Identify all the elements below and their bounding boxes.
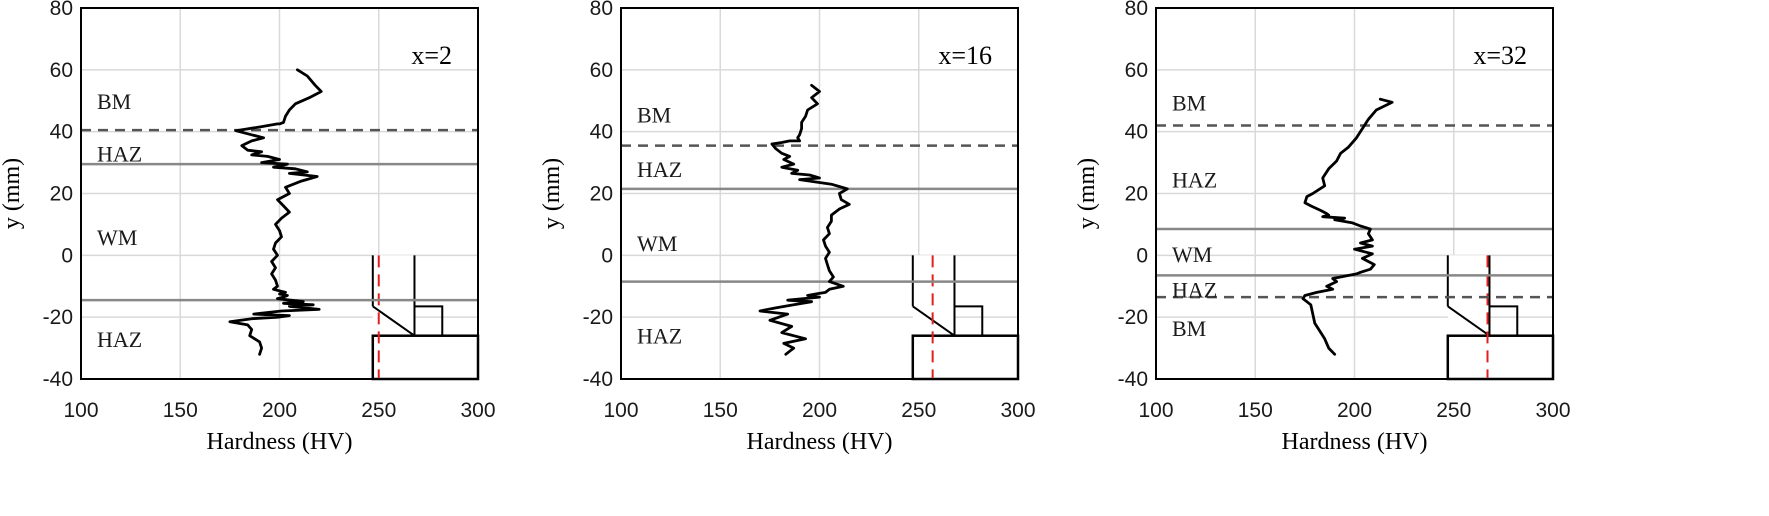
x-axis-title: Hardness (HV) — [747, 429, 893, 455]
zone-label: BM — [1172, 90, 1206, 115]
x-tick-label: 200 — [802, 399, 837, 422]
zone-label: HAZ — [1172, 168, 1217, 193]
schematic-base-plate — [1446, 334, 1555, 381]
schematic-backing-bar — [1489, 305, 1519, 336]
x-tick-label: 300 — [1535, 399, 1570, 422]
y-tick-label: -40 — [43, 368, 73, 391]
y-tick-label: 20 — [1125, 183, 1148, 206]
zone-label: WM — [1172, 242, 1212, 267]
zone-label: BM — [1172, 316, 1206, 341]
x-tick-label: 250 — [361, 399, 396, 422]
x-axis-title: Hardness (HV) — [207, 429, 353, 455]
y-tick-label: 0 — [601, 244, 613, 267]
plot-frame — [80, 7, 479, 380]
x-tick-label: 300 — [1000, 399, 1035, 422]
weld-joint-schematic — [371, 255, 480, 381]
y-tick-label: -20 — [583, 306, 613, 329]
weld-joint-schematic — [911, 255, 1020, 381]
panel-title: x=2 — [411, 41, 452, 70]
chart-panel-2: 100 150 200 250 300 -40 -20 0 20 40 60 80 Hardness (… — [539, 0, 1036, 455]
y-tick-label: 80 — [1125, 0, 1148, 20]
y-tick-label: -20 — [1118, 306, 1148, 329]
hardness-profile-line — [1301, 97, 1394, 356]
zone-label: BM — [637, 103, 671, 128]
y-tick-label: 60 — [50, 59, 73, 82]
chart-panel-3: 100 150 200 250 300 -40 -20 0 20 40 60 80 Hardness (… — [1074, 0, 1571, 455]
x-tick-label: 100 — [63, 399, 98, 422]
zone-label: HAZ — [97, 141, 142, 166]
chart-panel-1: 100 150 200 250 300 -40 -20 0 20 40 60 80 Hardness (… — [0, 0, 496, 455]
y-tick-label: 80 — [590, 0, 613, 20]
y-tick-label: 20 — [590, 183, 613, 206]
plot-frame — [1155, 7, 1554, 380]
panel-title: x=16 — [938, 41, 992, 70]
x-tick-label: 100 — [1138, 399, 1173, 422]
hardness-profile-line — [228, 68, 323, 356]
x-axis-title: Hardness (HV) — [1282, 429, 1428, 455]
y-tick-label: 0 — [1136, 244, 1148, 267]
zone-label: HAZ — [637, 324, 682, 349]
x-tick-label: 100 — [603, 399, 638, 422]
zone-label: HAZ — [97, 327, 142, 352]
x-tick-label: 300 — [460, 399, 495, 422]
schematic-bevel — [372, 305, 416, 337]
zone-label: BM — [97, 89, 131, 114]
x-tick-label: 200 — [1337, 399, 1372, 422]
x-tick-label: 150 — [703, 399, 738, 422]
x-tick-label: 200 — [262, 399, 297, 422]
zone-label: HAZ — [637, 157, 682, 182]
schematic-base-plate — [371, 334, 480, 381]
x-tick-label: 150 — [163, 399, 198, 422]
y-tick-label: 40 — [1125, 121, 1148, 144]
y-axis-title: y (mm) — [539, 158, 565, 229]
y-tick-label: 40 — [590, 121, 613, 144]
y-axis-title: y (mm) — [0, 158, 25, 229]
y-tick-label: -20 — [43, 306, 73, 329]
plot-frame — [620, 7, 1019, 380]
panel-title: x=32 — [1473, 41, 1527, 70]
zone-label: WM — [637, 231, 677, 256]
zone-label: WM — [97, 225, 137, 250]
x-tick-label: 150 — [1238, 399, 1273, 422]
schematic-backing-bar — [954, 305, 984, 336]
y-tick-label: 0 — [61, 244, 73, 267]
x-tick-label: 250 — [901, 399, 936, 422]
y-tick-label: 20 — [50, 183, 73, 206]
x-tick-label: 250 — [1436, 399, 1471, 422]
schematic-base-plate — [911, 334, 1020, 381]
y-tick-label: -40 — [1118, 368, 1148, 391]
y-tick-label: 60 — [590, 59, 613, 82]
y-tick-label: 60 — [1125, 59, 1148, 82]
y-tick-label: 40 — [50, 121, 73, 144]
hardness-profile-line — [758, 83, 851, 356]
y-axis-title: y (mm) — [1074, 158, 1100, 229]
schematic-bevel — [1447, 305, 1491, 337]
schematic-backing-bar — [414, 305, 444, 336]
zone-label: HAZ — [1172, 277, 1217, 302]
y-tick-label: 80 — [50, 0, 73, 20]
y-tick-label: -40 — [583, 368, 613, 391]
